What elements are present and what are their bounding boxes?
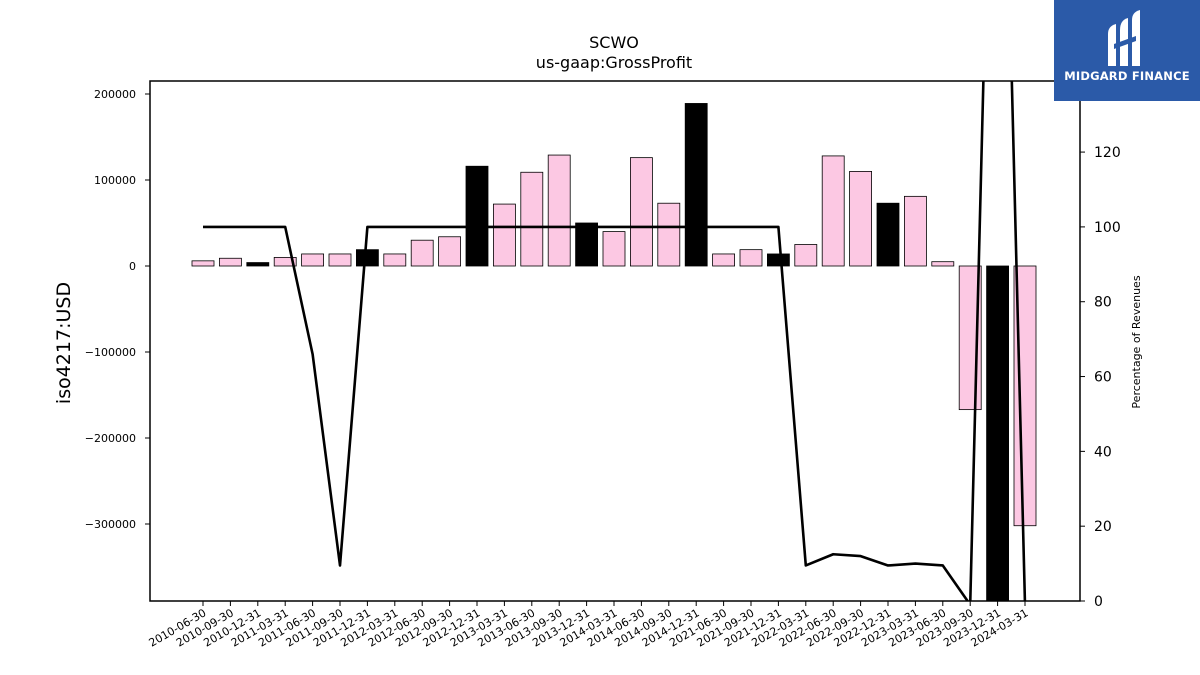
y-tick-label: 100000 [94,174,136,187]
quarter-bar [383,253,407,267]
chart-title: SCWO [589,33,639,52]
y2-tick-label: 40 [1094,444,1112,460]
midgard-logo-icon [1108,10,1140,66]
quarter-bar [739,249,763,267]
percentage-line [203,81,1027,601]
quarter-bar [602,231,626,267]
y2-tick-label: 0 [1094,594,1103,610]
quarter-bar [191,260,215,267]
quarter-bar [273,256,297,267]
y-axis-ticks: 200000 100000 0 −100000 −200000 −300000 [85,88,150,531]
y2-tick-label: 80 [1094,295,1112,311]
x-axis-ticks: 2010-06-302010-09-302010-12-312011-03-31… [147,601,1031,650]
y2-tick-label: 20 [1094,519,1112,535]
y-tick-label: −300000 [85,518,136,531]
y2-tick-label: 100 [1094,220,1121,236]
quarter-bar [328,253,352,267]
annual-bar [986,265,1009,601]
quarter-bar [931,261,955,267]
quarter-bar [301,253,325,267]
quarter-bar [657,202,681,267]
plot-frame [149,80,1081,602]
line-layer [203,81,1027,601]
midgard-finance-logo: MIDGARD FINANCE [1054,0,1200,101]
y-axis-label: iso4217:USD [53,282,75,404]
y-tick-label: 200000 [94,88,136,101]
y2-tick-label: 60 [1094,370,1112,386]
y-tick-label: 0 [129,260,136,273]
y-tick-label: −100000 [85,346,136,359]
quarter-bar [438,236,462,267]
y-tick-label: −200000 [85,432,136,445]
annual-bar [767,253,790,267]
quarter-bar [849,170,872,267]
quarter-bar [1013,265,1037,527]
quarter-bar [904,195,927,267]
annual-bar [355,249,379,267]
quarter-bar [547,154,571,267]
quarter-bar [218,257,242,267]
annual-bar [465,165,489,267]
logo-text: MIDGARD FINANCE [1064,69,1190,83]
quarter-bar [410,239,434,267]
annual-bar [876,202,900,267]
annual-bar [684,103,708,267]
quarter-bar [821,155,845,267]
quarter-bar [712,253,735,267]
y2-tick-label: 120 [1094,145,1121,161]
annual-bar [575,222,598,267]
quarter-bar [520,171,544,267]
y2-axis-ticks: 0 20 40 60 80 100 120 [1080,145,1121,610]
quarter-bar [794,244,818,267]
annual-bar [246,262,270,267]
chart-subtitle: us-gaap:GrossProfit [536,53,692,72]
y2-axis-label: Percentage of Revenues [1130,275,1143,408]
quarter-bar [630,157,653,267]
bars-group [191,103,1037,601]
quarter-bar [492,203,516,267]
